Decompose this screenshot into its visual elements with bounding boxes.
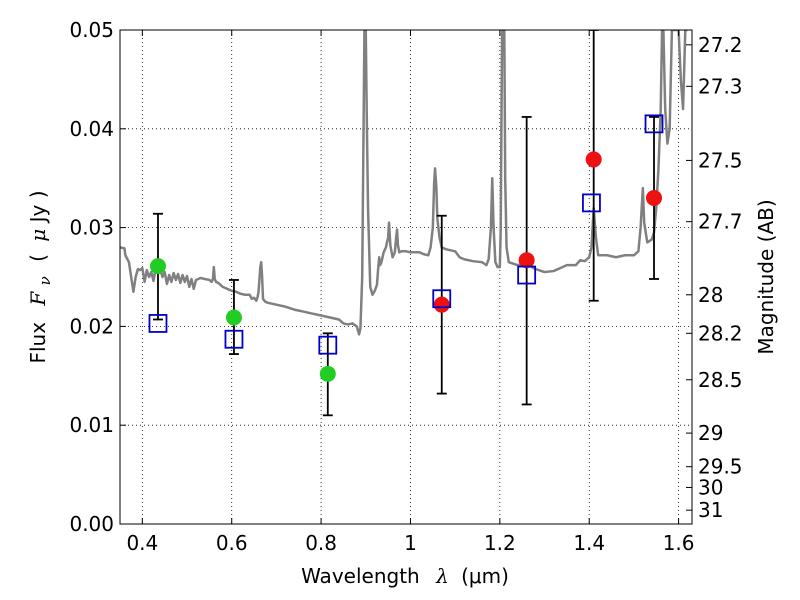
y-tick-label: 0.03 <box>69 216 114 240</box>
x-tick-label: 1.4 <box>573 531 605 555</box>
model-square-marker <box>318 335 338 355</box>
red-data-point <box>585 151 602 168</box>
model-square-marker <box>517 265 537 285</box>
model-square-marker <box>644 114 664 134</box>
mag-tick-label: 28 <box>698 283 723 307</box>
x-tick-label: 0.6 <box>216 531 248 555</box>
y-tick-label: 0.01 <box>69 413 114 437</box>
x-tick-label: 0.8 <box>305 531 337 555</box>
mag-tick-label: 27.2 <box>698 33 743 57</box>
green-data-point <box>149 258 166 275</box>
red-data-point <box>433 296 450 313</box>
mag-tick-label: 29.5 <box>698 455 743 479</box>
plot-area <box>120 30 692 524</box>
sed-model-line <box>120 30 688 336</box>
x-tick-label: 0.4 <box>126 531 158 555</box>
model-square-marker <box>582 193 601 213</box>
y-tick-label: 0.05 <box>69 18 114 42</box>
y2-axis-label: Magnitude (AB) <box>754 199 778 354</box>
mag-tick-label: 27.5 <box>698 148 743 172</box>
model-square-marker <box>432 289 452 309</box>
mag-tick-label: 30 <box>698 475 723 499</box>
mag-tick-label: 28.2 <box>698 321 743 345</box>
data-layer <box>120 30 688 417</box>
mag-tick-label: 29 <box>698 421 723 445</box>
red-data-point <box>518 252 535 269</box>
x-axis-label: Wavelength λ (μm) <box>301 564 509 588</box>
y-tick-label: 0.00 <box>69 512 114 536</box>
y-tick-label: 0.02 <box>69 314 114 338</box>
mag-tick-label: 31 <box>698 498 723 522</box>
y-tick-label: 0.04 <box>69 117 114 141</box>
mag-tick-label: 27.7 <box>698 210 743 234</box>
green-data-point <box>225 309 242 326</box>
red-data-point <box>646 189 663 206</box>
plot-frame <box>119 29 693 525</box>
green-data-point <box>319 365 336 382</box>
mag-tick-label: 27.3 <box>698 74 743 98</box>
mag-tick-label: 28.5 <box>698 368 743 392</box>
x-tick-label: 1.2 <box>484 531 516 555</box>
model-square-marker <box>148 314 168 333</box>
x-tick-label: 1 <box>404 531 417 555</box>
model-square-marker <box>224 329 244 349</box>
y-axis-label: Flux F ν ( μ Jy ) <box>26 190 55 363</box>
x-tick-label: 1.6 <box>663 531 695 555</box>
axes-ticks: 0.4 0.6 0.8 1 1.2 1.4 1.6 0.00 0.01 0.02 0.03 0.04 0… <box>69 18 742 555</box>
